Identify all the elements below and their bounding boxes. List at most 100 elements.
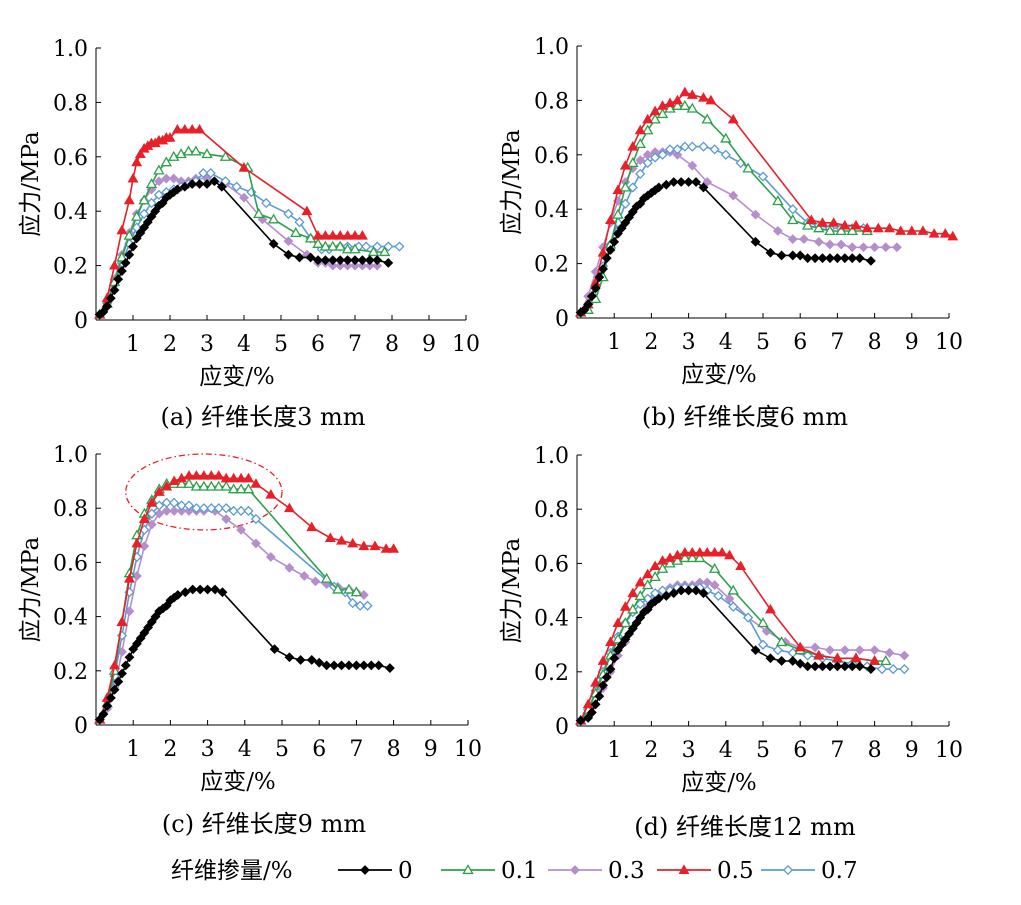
y-axis-title: 应力/MPa	[499, 129, 525, 235]
data-point	[138, 208, 150, 220]
data-point	[198, 470, 210, 480]
data-point	[295, 655, 306, 665]
x-tick-label: 5	[756, 738, 770, 763]
data-point	[246, 187, 257, 198]
data-point	[161, 506, 172, 516]
data-point	[213, 480, 225, 491]
data-point	[364, 260, 375, 271]
y-tick-label: 0.4	[534, 607, 569, 632]
data-point	[802, 253, 813, 264]
x-tick-label: 4	[719, 738, 733, 763]
data-point	[686, 102, 699, 113]
legend-entry-0-7: 0.7	[761, 858, 858, 884]
data-point	[570, 865, 580, 875]
data-point	[94, 714, 105, 725]
data-point	[661, 179, 672, 190]
x-axis-title: 应变/%	[681, 362, 757, 388]
data-point	[146, 519, 157, 530]
data-point	[343, 583, 355, 594]
data-point	[334, 230, 346, 240]
data-point	[205, 470, 217, 480]
y-tick-label: 0.4	[534, 198, 569, 223]
data-point	[220, 176, 231, 187]
data-point	[653, 182, 664, 193]
data-point	[635, 612, 646, 623]
y-tick-label: 1.0	[53, 443, 88, 468]
y-tick-label: 0.2	[534, 661, 569, 686]
data-point	[724, 593, 735, 604]
data-point	[627, 207, 638, 217]
x-axis-title: 应变/%	[200, 769, 276, 795]
data-point	[105, 692, 116, 703]
data-point	[657, 100, 669, 110]
data-point	[176, 500, 187, 511]
data-point	[634, 124, 646, 135]
data-point	[228, 505, 239, 517]
data-point	[698, 141, 709, 152]
y-tick-label: 0.8	[534, 498, 569, 523]
data-point	[686, 552, 699, 563]
data-point	[649, 113, 661, 124]
legend-title: 纤维掺量/%	[171, 858, 293, 884]
data-point	[624, 212, 634, 223]
data-point	[283, 502, 295, 513]
data-point	[825, 661, 835, 672]
data-point	[336, 535, 347, 545]
data-point	[757, 639, 769, 650]
x-tick-label: 10	[452, 332, 480, 357]
data-point	[227, 483, 240, 494]
data-point	[130, 210, 143, 221]
data-point	[168, 173, 179, 184]
data-point	[635, 155, 646, 166]
data-point	[906, 225, 918, 235]
data-point	[850, 219, 862, 230]
x-tick-label: 1	[607, 738, 621, 763]
panel-caption: (c) 纤维长度9 mm	[162, 810, 366, 838]
data-point	[102, 301, 113, 312]
data-point	[679, 546, 691, 557]
series-0-5	[575, 546, 881, 725]
data-point	[594, 691, 605, 702]
data-point	[202, 179, 212, 189]
x-axis-title: 应变/%	[681, 770, 757, 796]
data-point	[802, 661, 813, 672]
data-point	[153, 189, 165, 200]
x-tick-label: 4	[719, 330, 733, 355]
data-point	[671, 554, 684, 565]
data-point	[836, 239, 847, 250]
data-point	[190, 145, 202, 156]
data-point	[764, 603, 776, 614]
data-point	[825, 253, 835, 264]
data-point	[679, 99, 691, 110]
data-point	[865, 255, 876, 266]
data-point	[854, 253, 865, 264]
data-point	[847, 242, 858, 253]
data-point	[153, 486, 165, 496]
data-point	[795, 658, 806, 669]
data-point	[787, 204, 798, 215]
highlight-ellipse	[125, 453, 283, 531]
data-point	[172, 184, 183, 195]
data-point	[917, 225, 929, 235]
data-point	[124, 249, 135, 260]
data-point	[171, 123, 183, 134]
data-point	[765, 653, 776, 664]
data-point	[884, 222, 895, 233]
data-point	[713, 590, 724, 602]
data-point	[124, 652, 135, 663]
data-point	[324, 532, 336, 542]
data-point	[613, 228, 623, 239]
data-point	[220, 472, 232, 483]
data-point	[642, 568, 654, 579]
x-tick-label: 5	[274, 332, 288, 357]
data-point	[694, 546, 706, 557]
data-point	[314, 657, 325, 668]
data-point	[154, 508, 165, 519]
data-point	[872, 222, 884, 233]
data-point	[594, 272, 605, 283]
y-tick-label: 1.0	[53, 37, 88, 62]
data-point	[253, 208, 265, 219]
data-point	[358, 660, 369, 671]
data-point	[267, 213, 280, 224]
data-point	[720, 132, 732, 143]
